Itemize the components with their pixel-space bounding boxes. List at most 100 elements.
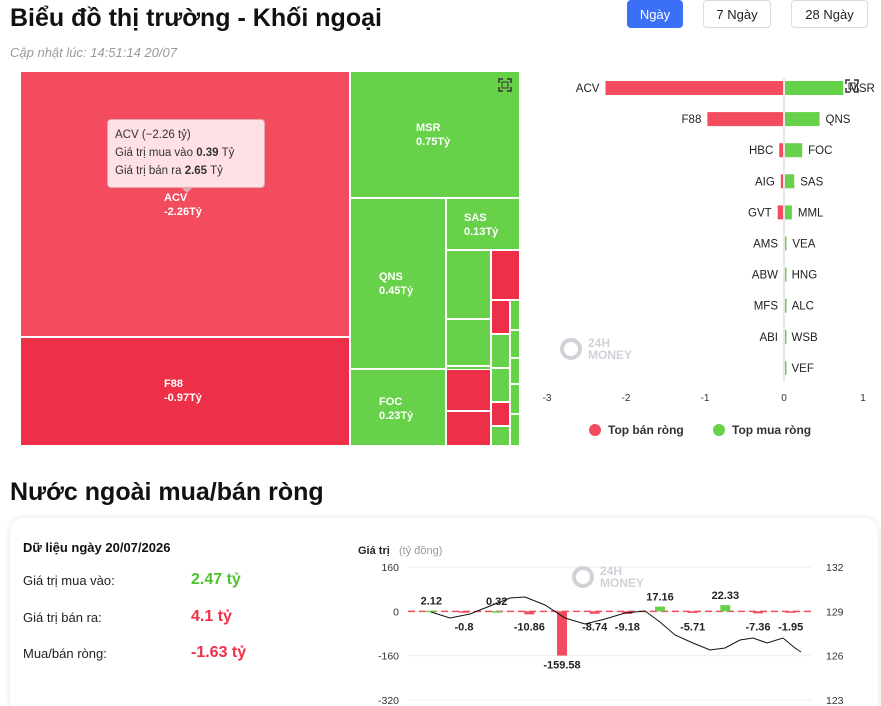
tooltip-buy-row: Giá trị mua vào 0.39 Tỷ (115, 147, 235, 159)
treemap-cell-acv[interactable] (20, 71, 350, 337)
legend-sell[interactable]: Top bán ròng (589, 423, 684, 437)
buy-ticker-label: WSB (792, 332, 819, 344)
y-tick-label: 160 (381, 562, 399, 574)
net-value-label: 17.16 (646, 592, 674, 604)
treemap-label-foc: FOC 0.23Tỷ (379, 396, 414, 422)
treemap-tooltip: ACV (−2.26 tỷ) Giá trị mua vào 0.39 Tỷ G… (107, 119, 265, 188)
y2-tick-label: 132 (826, 562, 844, 574)
net-value-label: -8.74 (582, 621, 608, 633)
update-timestamp: Cập nhật lúc: 14:51:14 20/07 (10, 45, 177, 60)
buy-ticker-label: QNS (826, 114, 851, 126)
sell-ticker-label: ABI (759, 332, 778, 344)
y-tick-label: 0 (393, 606, 399, 618)
buy-bar (785, 298, 787, 313)
treemap-cell-small[interactable] (446, 411, 491, 446)
sell-ticker-label: AIG (755, 176, 775, 188)
buy-bar (785, 236, 787, 251)
buy-ticker-label: HNG (792, 270, 818, 282)
y-axis-title: Giá trị (358, 545, 390, 557)
treemap-cell-small[interactable] (510, 358, 520, 384)
expand-icon[interactable] (498, 78, 512, 92)
treemap-cell-small[interactable] (446, 369, 491, 411)
treemap-cell-qns[interactable] (350, 198, 446, 369)
buy-ticker-label: VEA (792, 239, 815, 251)
y-axis-unit: (tỷ đồng) (399, 545, 442, 557)
treemap-cell-small[interactable] (491, 250, 520, 300)
y-tick-label: -160 (378, 651, 399, 663)
treemap-cell-small[interactable] (491, 334, 510, 368)
treemap-cell-small[interactable] (510, 330, 520, 358)
tab-7-days[interactable]: 7 Ngày (703, 0, 771, 28)
sell-ticker-label: F88 (682, 114, 702, 126)
x-tick-label: -1 (701, 393, 710, 404)
net-value-label: -159.58 (543, 660, 580, 672)
sell-bar (605, 81, 783, 95)
y-tick-label: -320 (378, 695, 399, 706)
net-value-label: -9.18 (615, 621, 640, 633)
x-tick-label: 0 (781, 393, 787, 404)
treemap-cell-foc[interactable] (350, 369, 446, 446)
net-value-label: -5.71 (680, 621, 705, 633)
buy-bar (785, 174, 795, 189)
buy-bar (785, 267, 787, 282)
section-title: Nước ngoài mua/bán ròng (10, 478, 324, 506)
buy-ticker-label: ALC (792, 301, 814, 313)
sell-ticker-label: MFS (754, 301, 779, 313)
legend-dot-sell (589, 424, 601, 436)
watermark-logo-icon (572, 566, 594, 588)
treemap-label-acv: ACV -2.26Tỷ (164, 192, 202, 218)
treemap-cell-msr[interactable] (350, 71, 520, 198)
net-value-chart: Giá trị (tỷ đồng)160 0 -160 -320 132 129 126 123… (358, 545, 844, 706)
watermark-logo-icon (560, 338, 582, 360)
net-bar (687, 611, 698, 613)
net-bar (491, 611, 502, 613)
panel-date: Dữ liệu ngày 20/07/2026 (23, 540, 171, 555)
buy-bar (785, 205, 792, 220)
treemap-label-qns: QNS 0.45Tỷ (379, 271, 414, 297)
treemap-cell-small[interactable] (510, 414, 520, 446)
buy-ticker-label: SAS (800, 176, 823, 188)
net-bar (753, 611, 763, 614)
net-bar (655, 606, 665, 612)
treemap-cell-sas[interactable] (446, 198, 520, 250)
sell-ticker-label: AMS (753, 239, 778, 251)
net-label: Mua/bán ròng: (23, 646, 107, 661)
net-bar (459, 611, 469, 613)
sell-label: Giá trị bán ra: (23, 610, 102, 625)
sell-value: 4.1 tỷ (191, 608, 232, 625)
treemap-label-f88: F88 -0.97Tỷ (164, 378, 202, 404)
sell-ticker-label: HBC (749, 145, 773, 157)
sell-ticker-label: GVT (748, 207, 772, 219)
treemap-cell-small[interactable] (446, 250, 491, 319)
treemap-cell-small[interactable] (491, 368, 510, 402)
sell-bar (780, 174, 783, 189)
buy-value: 2.47 tỷ (191, 571, 241, 588)
treemap-cell-small[interactable] (510, 300, 520, 330)
legend-buy[interactable]: Top mua ròng (713, 423, 811, 437)
legend-buy-label: Top mua ròng (732, 423, 812, 437)
net-bar (785, 611, 796, 613)
treemap-cell-small[interactable] (491, 426, 510, 446)
treemap-cell-small[interactable] (510, 384, 520, 414)
net-value-label: -1.95 (778, 621, 803, 633)
buy-bar (785, 143, 803, 158)
treemap-cell-small[interactable] (446, 319, 491, 366)
y2-tick-label: 129 (826, 606, 844, 618)
treemap-cell-small[interactable] (491, 402, 510, 426)
tab-day[interactable]: Ngày (627, 0, 683, 28)
treemap-label-msr: MSR 0.75Tỷ (416, 122, 451, 148)
tab-28-days[interactable]: 28 Ngày (791, 0, 868, 28)
net-bar (720, 605, 731, 612)
treemap-cell-small[interactable] (491, 300, 510, 334)
expand-icon[interactable] (845, 79, 859, 93)
sell-bar (707, 112, 783, 127)
sell-ticker-label: ACV (576, 83, 600, 95)
tooltip-title: ACV (−2.26 tỷ) (115, 129, 191, 141)
net-value: -1.63 tỷ (191, 644, 247, 661)
treemap-cell-f88[interactable] (20, 337, 350, 446)
net-bar (557, 611, 567, 656)
buy-ticker-label: VEF (792, 363, 814, 375)
tooltip-sell-row: Giá trị bán ra 2.65 Tỷ (115, 165, 223, 177)
treemap: ACV -2.26Tỷ F88 -0.97Tỷ MSR 0.75Tỷ QNS 0.45T… (20, 71, 520, 446)
